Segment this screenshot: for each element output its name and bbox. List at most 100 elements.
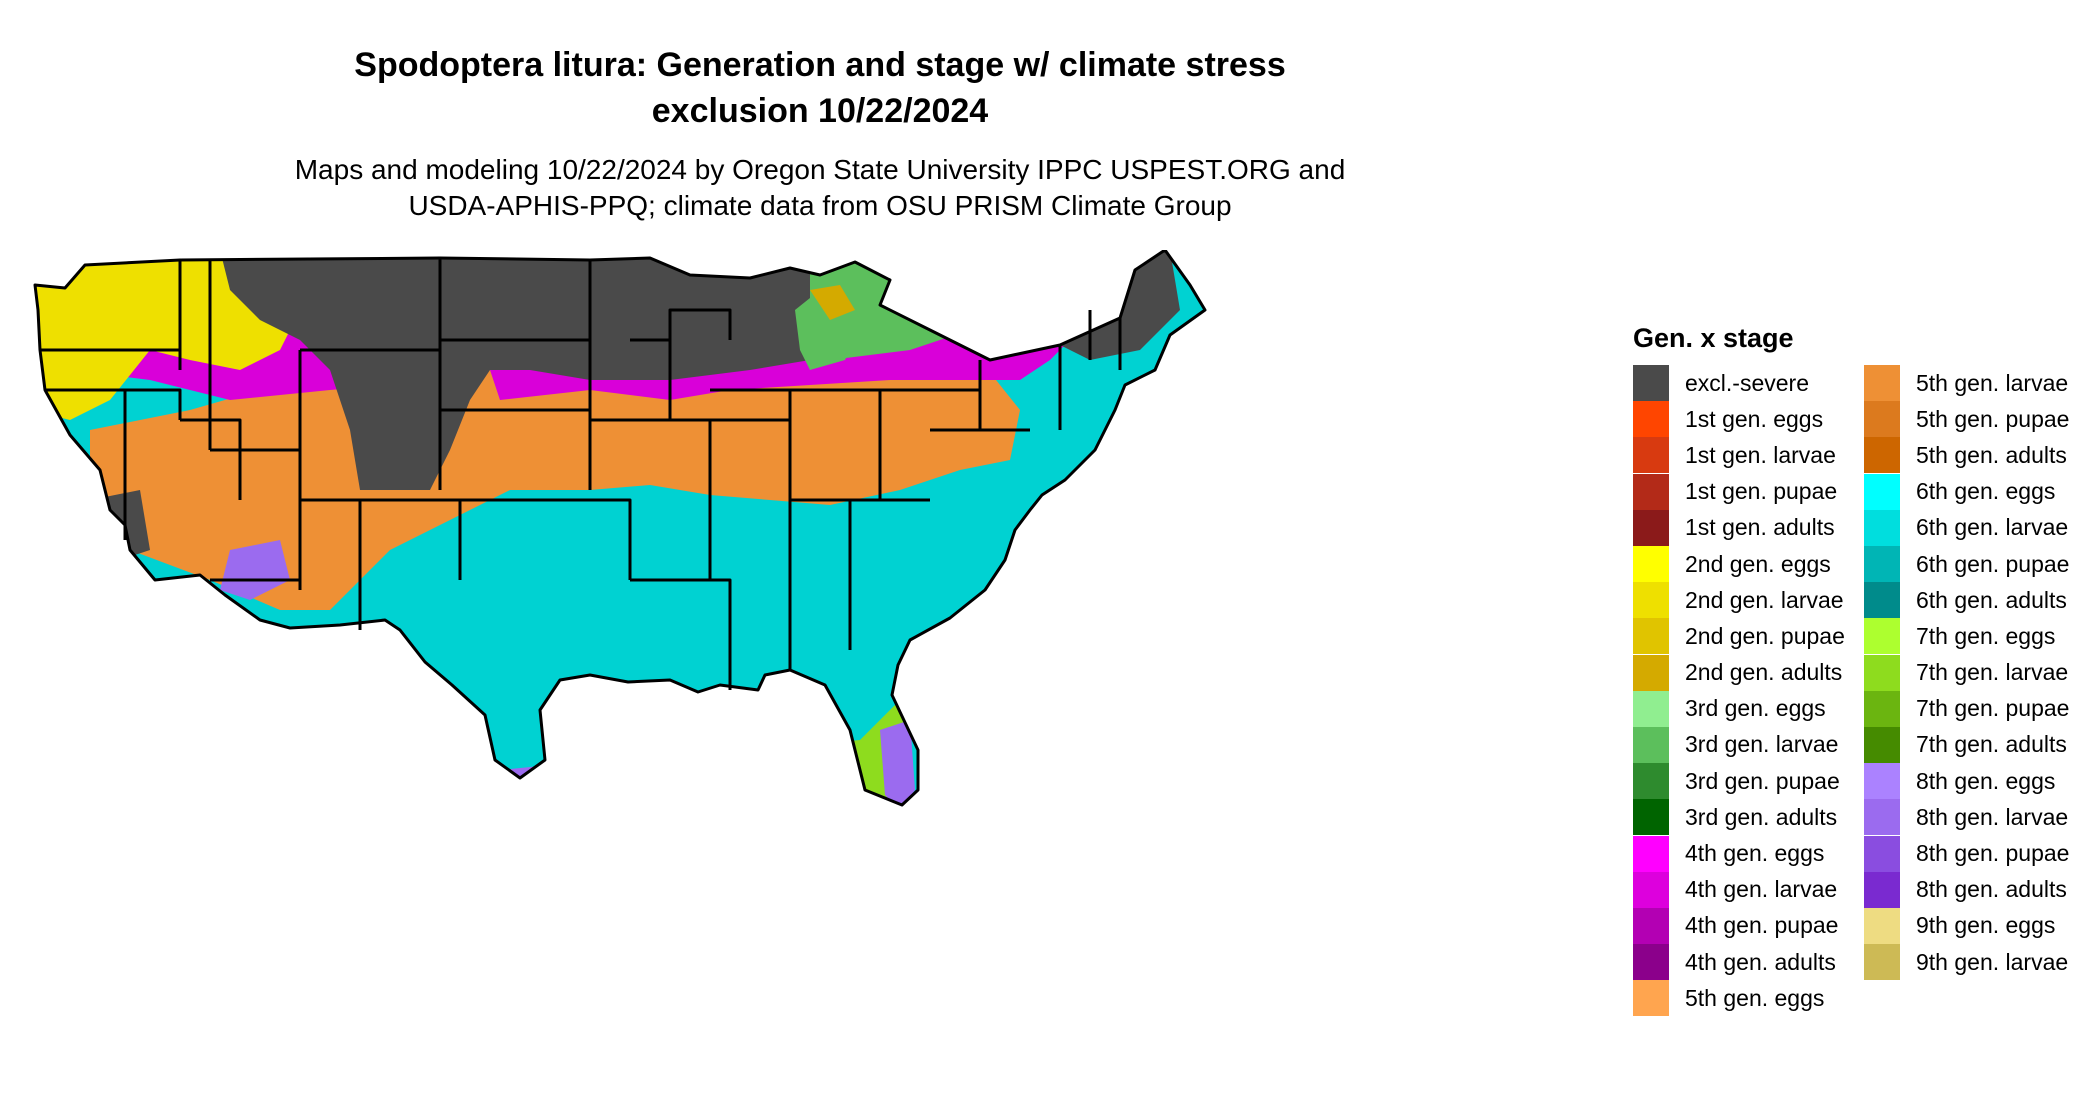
legend-swatch <box>1633 726 1669 763</box>
legend-swatch <box>1633 871 1669 908</box>
legend-swatch <box>1633 473 1669 510</box>
legend-item: 3rd gen. larvae <box>1633 726 1845 763</box>
legend-item: 6th gen. pupae <box>1864 546 2070 583</box>
legend-swatch <box>1864 365 1900 402</box>
legend-label: 5th gen. adults <box>1916 441 2067 468</box>
legend-item: 2nd gen. eggs <box>1633 546 1845 583</box>
legend-swatch <box>1633 835 1669 872</box>
legend-swatch <box>1864 690 1900 727</box>
legend-swatch <box>1864 726 1900 763</box>
legend-column-1: excl.-severe 1st gen. eggs 1st gen. larvae… <box>1633 365 1845 1017</box>
legend-swatch <box>1633 654 1669 691</box>
legend-label: 8th gen. eggs <box>1916 767 2056 794</box>
legend-swatch <box>1864 871 1900 908</box>
legend-swatch <box>1633 509 1669 546</box>
legend-item: 7th gen. adults <box>1864 726 2069 763</box>
legend-item: 4th gen. larvae <box>1633 871 1845 908</box>
legend-swatch <box>1633 980 1669 1017</box>
legend-label: 4th gen. eggs <box>1685 840 1825 867</box>
legend-label: 1st gen. larvae <box>1685 441 1836 468</box>
legend-label: 5th gen. pupae <box>1916 405 2070 432</box>
us-phenology-map <box>33 250 1207 807</box>
legend-item: 6th gen. eggs <box>1864 473 2069 510</box>
legend-label: 3rd gen. larvae <box>1685 731 1839 758</box>
legend-title: Gen. x stage <box>1633 323 1794 353</box>
legend-item: 9th gen. larvae <box>1864 944 2069 981</box>
legend-swatch <box>1864 546 1900 583</box>
legend-swatch <box>1633 618 1669 655</box>
legend-swatch <box>1633 763 1669 800</box>
legend-item: 5th gen. larvae <box>1864 365 2069 402</box>
legend-label: 7th gen. adults <box>1916 731 2067 758</box>
legend-item: 1st gen. eggs <box>1633 401 1845 438</box>
legend-swatch <box>1864 907 1900 944</box>
title-line-2: exclusion 10/22/2024 <box>651 92 989 130</box>
legend-label: 9th gen. larvae <box>1916 948 2069 975</box>
legend-swatch <box>1864 763 1900 800</box>
legend-item: 8th gen. adults <box>1864 871 2069 908</box>
legend-item: 6th gen. adults <box>1864 582 2069 619</box>
title-line-1: Spodoptera litura: Generation and stage … <box>354 46 1286 84</box>
map-title: Spodoptera litura: Generation and stage … <box>230 42 1410 134</box>
legend-item: 4th gen. eggs <box>1633 835 1845 872</box>
map-subtitle: Maps and modeling 10/22/2024 by Oregon S… <box>230 152 1410 224</box>
legend-item: 7th gen. eggs <box>1864 618 2069 655</box>
legend-item: 1st gen. adults <box>1633 509 1845 546</box>
legend-label: excl.-severe <box>1685 369 1809 396</box>
legend-label: 2nd gen. adults <box>1685 659 1843 686</box>
legend-swatch <box>1633 365 1669 402</box>
legend-item: 1st gen. larvae <box>1633 437 1845 474</box>
legend-swatch <box>1633 437 1669 474</box>
legend-label: 5th gen. larvae <box>1916 369 2069 396</box>
legend-item: 6th gen. larvae <box>1864 509 2069 546</box>
legend-item: 4th gen. adults <box>1633 944 1845 981</box>
legend-item: 5th gen. adults <box>1864 437 2069 474</box>
legend-label: 3rd gen. eggs <box>1685 695 1826 722</box>
legend-swatch <box>1633 546 1669 583</box>
legend-label: 1st gen. pupae <box>1685 478 1838 505</box>
legend-label: 6th gen. pupae <box>1916 550 2070 577</box>
legend-label: 2nd gen. pupae <box>1685 622 1845 649</box>
legend-swatch <box>1633 799 1669 836</box>
legend-swatch <box>1864 401 1900 438</box>
legend-item: 7th gen. larvae <box>1864 654 2069 691</box>
legend-label: 4th gen. pupae <box>1685 912 1839 939</box>
legend-label: 2nd gen. eggs <box>1685 550 1831 577</box>
legend-label: 5th gen. eggs <box>1685 984 1825 1011</box>
legend-swatch <box>1864 582 1900 619</box>
legend-swatch <box>1633 944 1669 981</box>
legend-swatch <box>1864 473 1900 510</box>
legend-label: 9th gen. eggs <box>1916 912 2056 939</box>
legend-item: 1st gen. pupae <box>1633 473 1845 510</box>
legend-swatch <box>1864 437 1900 474</box>
legend-label: 8th gen. pupae <box>1916 840 2070 867</box>
legend-item: 5th gen. pupae <box>1864 401 2070 438</box>
legend-swatch <box>1864 618 1900 655</box>
legend-swatch <box>1864 799 1900 836</box>
legend-item: excl.-severe <box>1633 365 1845 402</box>
legend-label: 7th gen. pupae <box>1916 695 2070 722</box>
legend-swatch <box>1633 401 1669 438</box>
legend-item: 8th gen. eggs <box>1864 763 2069 800</box>
legend-item: 2nd gen. pupae <box>1633 618 1845 655</box>
legend-swatch <box>1633 907 1669 944</box>
legend-label: 2nd gen. larvae <box>1685 586 1844 613</box>
subtitle-line-1: Maps and modeling 10/22/2024 by Oregon S… <box>294 154 1346 185</box>
legend-label: 3rd gen. pupae <box>1685 767 1840 794</box>
legend-item: 7th gen. pupae <box>1864 690 2070 727</box>
legend-item: 9th gen. eggs <box>1864 907 2069 944</box>
legend-label: 8th gen. adults <box>1916 876 2067 903</box>
legend-item: 4th gen. pupae <box>1633 907 1845 944</box>
legend-item: 8th gen. larvae <box>1864 799 2069 836</box>
legend-item: 8th gen. pupae <box>1864 835 2070 872</box>
legend-label: 6th gen. larvae <box>1916 514 2069 541</box>
legend-swatch <box>1864 944 1900 981</box>
subtitle-line-2: USDA-APHIS-PPQ; climate data from OSU PR… <box>408 190 1232 221</box>
legend-column-2: 5th gen. larvae 5th gen. pupae 5th gen. ad… <box>1864 365 2070 981</box>
legend-swatch <box>1633 690 1669 727</box>
legend-label: 1st gen. eggs <box>1685 405 1824 432</box>
legend-swatch <box>1864 835 1900 872</box>
legend-item: 3rd gen. adults <box>1633 799 1845 836</box>
legend-item: 2nd gen. larvae <box>1633 582 1845 619</box>
legend-label: 8th gen. larvae <box>1916 803 2069 830</box>
